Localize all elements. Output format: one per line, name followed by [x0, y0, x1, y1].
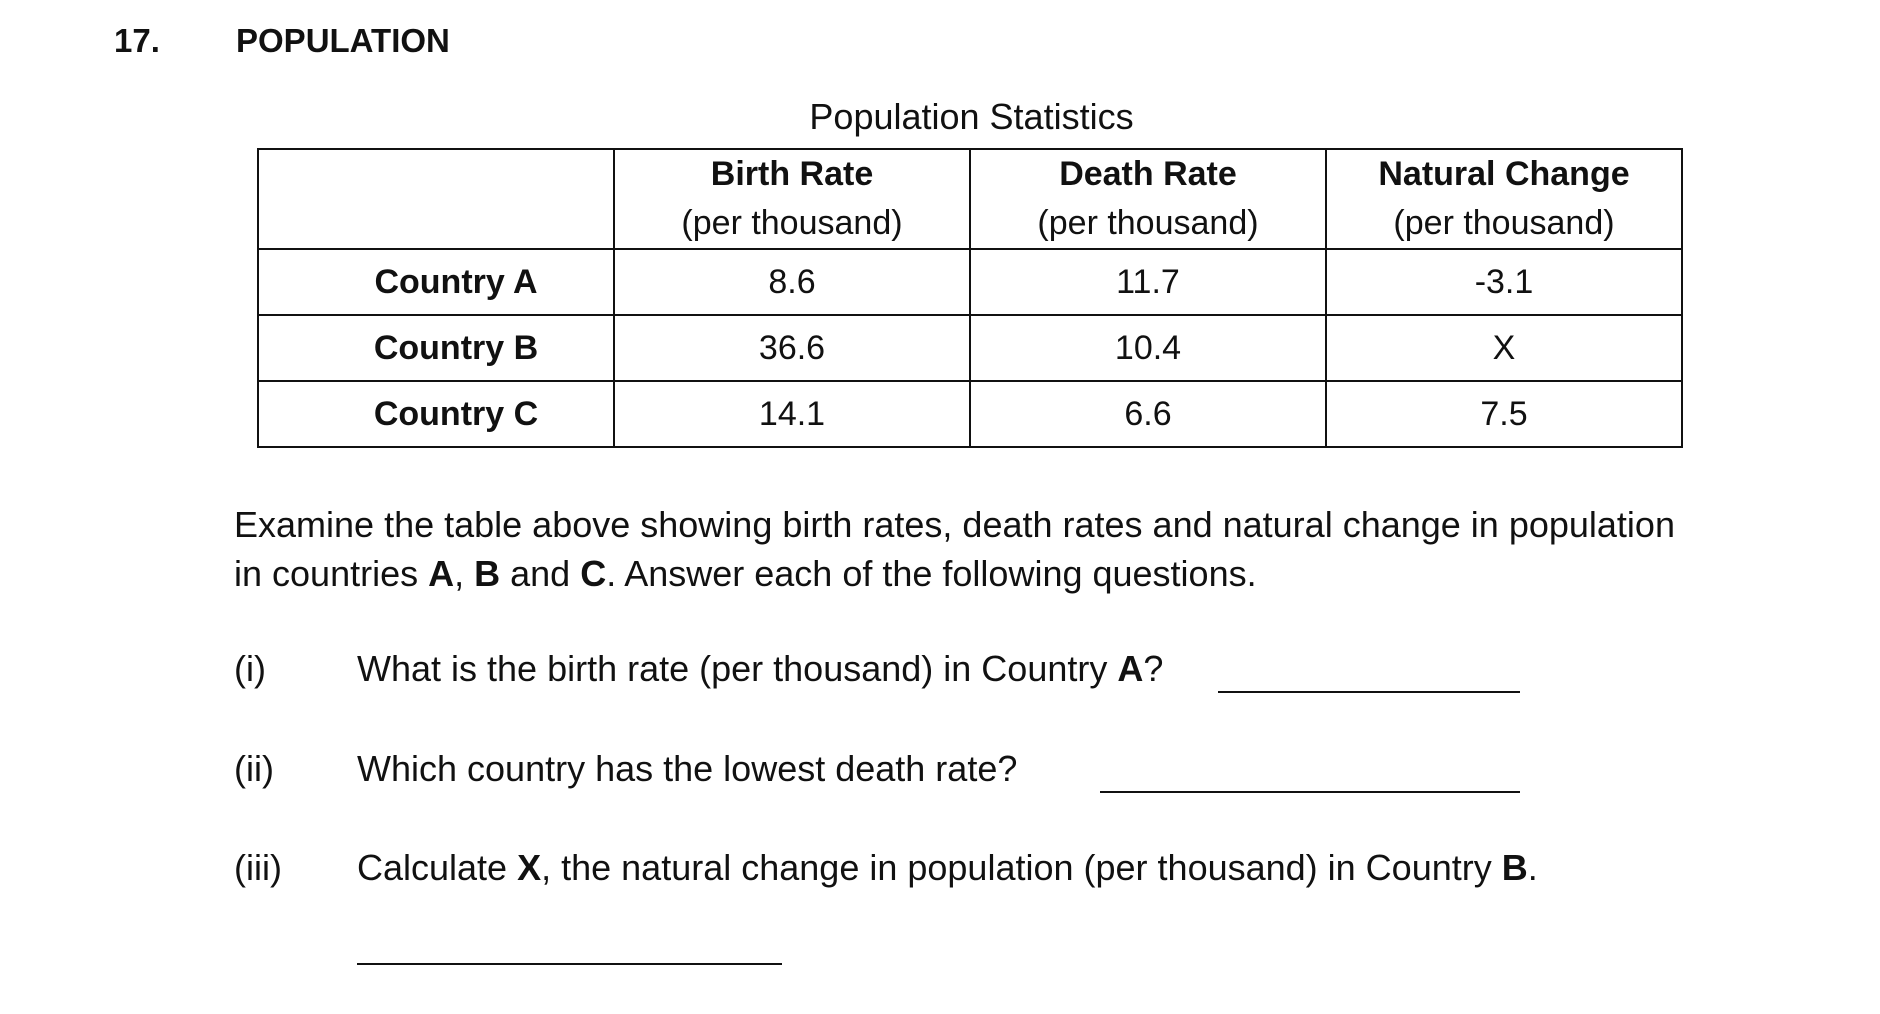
country-c-ref: C	[580, 553, 607, 594]
header-label: Birth Rate	[710, 155, 874, 193]
cell-natural-change: X	[1325, 314, 1683, 382]
row-label: Country B	[257, 314, 615, 382]
table-caption: Population Statistics	[809, 96, 1134, 137]
table-row: Country A 8.6 11.7 -3.1	[257, 248, 1683, 316]
instructions-text: . Answer each of the following questions…	[606, 553, 1257, 594]
question-iii-text: Calculate X, the natural change in popul…	[357, 847, 1538, 889]
header-label: Death Rate	[1059, 155, 1237, 193]
question-iii-label: (iii)	[234, 847, 282, 888]
country-a-ref: A	[428, 553, 455, 594]
cell-death-rate: 6.6	[969, 380, 1327, 448]
instructions-line-1: Examine the table above showing birth ra…	[234, 504, 1675, 545]
question-ii-text: Which country has the lowest death rate?	[357, 748, 1018, 789]
cell-natural-change: -3.1	[1325, 248, 1683, 316]
header-birth-rate: Birth Rate (per thousand)	[613, 148, 971, 250]
answer-line-iii[interactable]	[357, 963, 782, 965]
header-empty	[257, 148, 615, 250]
country-ref: A	[1117, 648, 1144, 689]
question-text: ?	[1143, 648, 1164, 689]
cell-birth-rate: 8.6	[613, 248, 971, 316]
instructions-paragraph: Examine the table above showing birth ra…	[234, 500, 1794, 598]
instructions-text: ,	[454, 553, 475, 594]
header-unit: (per thousand)	[1037, 204, 1259, 242]
table-header-row: Birth Rate (per thousand) Death Rate (pe…	[257, 148, 1683, 250]
header-label: Natural Change	[1378, 155, 1630, 193]
country-ref: B	[1501, 847, 1528, 888]
question-text: Calculate	[357, 847, 518, 888]
country-b-ref: B	[474, 553, 501, 594]
instructions-line-2: in countries A, B and C. Answer each of …	[234, 549, 1794, 598]
header-unit: (per thousand)	[1393, 204, 1615, 242]
question-ii-label: (ii)	[234, 748, 274, 789]
question-text: What is the birth rate (per thousand) in…	[357, 648, 1118, 689]
header-natural-change: Natural Change (per thousand)	[1325, 148, 1683, 250]
instructions-text: and	[500, 553, 581, 594]
header-death-rate: Death Rate (per thousand)	[969, 148, 1327, 250]
header-unit: (per thousand)	[681, 204, 903, 242]
question-title: POPULATION	[236, 22, 450, 59]
instructions-text: in countries	[234, 553, 429, 594]
cell-birth-rate: 14.1	[613, 380, 971, 448]
answer-line-ii[interactable]	[1100, 791, 1520, 793]
population-statistics-table: Birth Rate (per thousand) Death Rate (pe…	[257, 148, 1683, 448]
row-label: Country A	[257, 248, 615, 316]
cell-natural-change: 7.5	[1325, 380, 1683, 448]
table-row: Country C 14.1 6.6 7.5	[257, 380, 1683, 448]
question-text: .	[1527, 847, 1538, 888]
cell-death-rate: 11.7	[969, 248, 1327, 316]
row-label: Country C	[257, 380, 615, 448]
cell-death-rate: 10.4	[969, 314, 1327, 382]
x-ref: X	[517, 847, 542, 888]
table-row: Country B 36.6 10.4 X	[257, 314, 1683, 382]
question-text: , the natural change in population (per …	[541, 847, 1502, 888]
cell-birth-rate: 36.6	[613, 314, 971, 382]
question-number: 17.	[114, 22, 160, 59]
answer-line-i[interactable]	[1218, 691, 1520, 693]
question-i-text: What is the birth rate (per thousand) in…	[357, 648, 1163, 690]
question-i-label: (i)	[234, 648, 266, 689]
